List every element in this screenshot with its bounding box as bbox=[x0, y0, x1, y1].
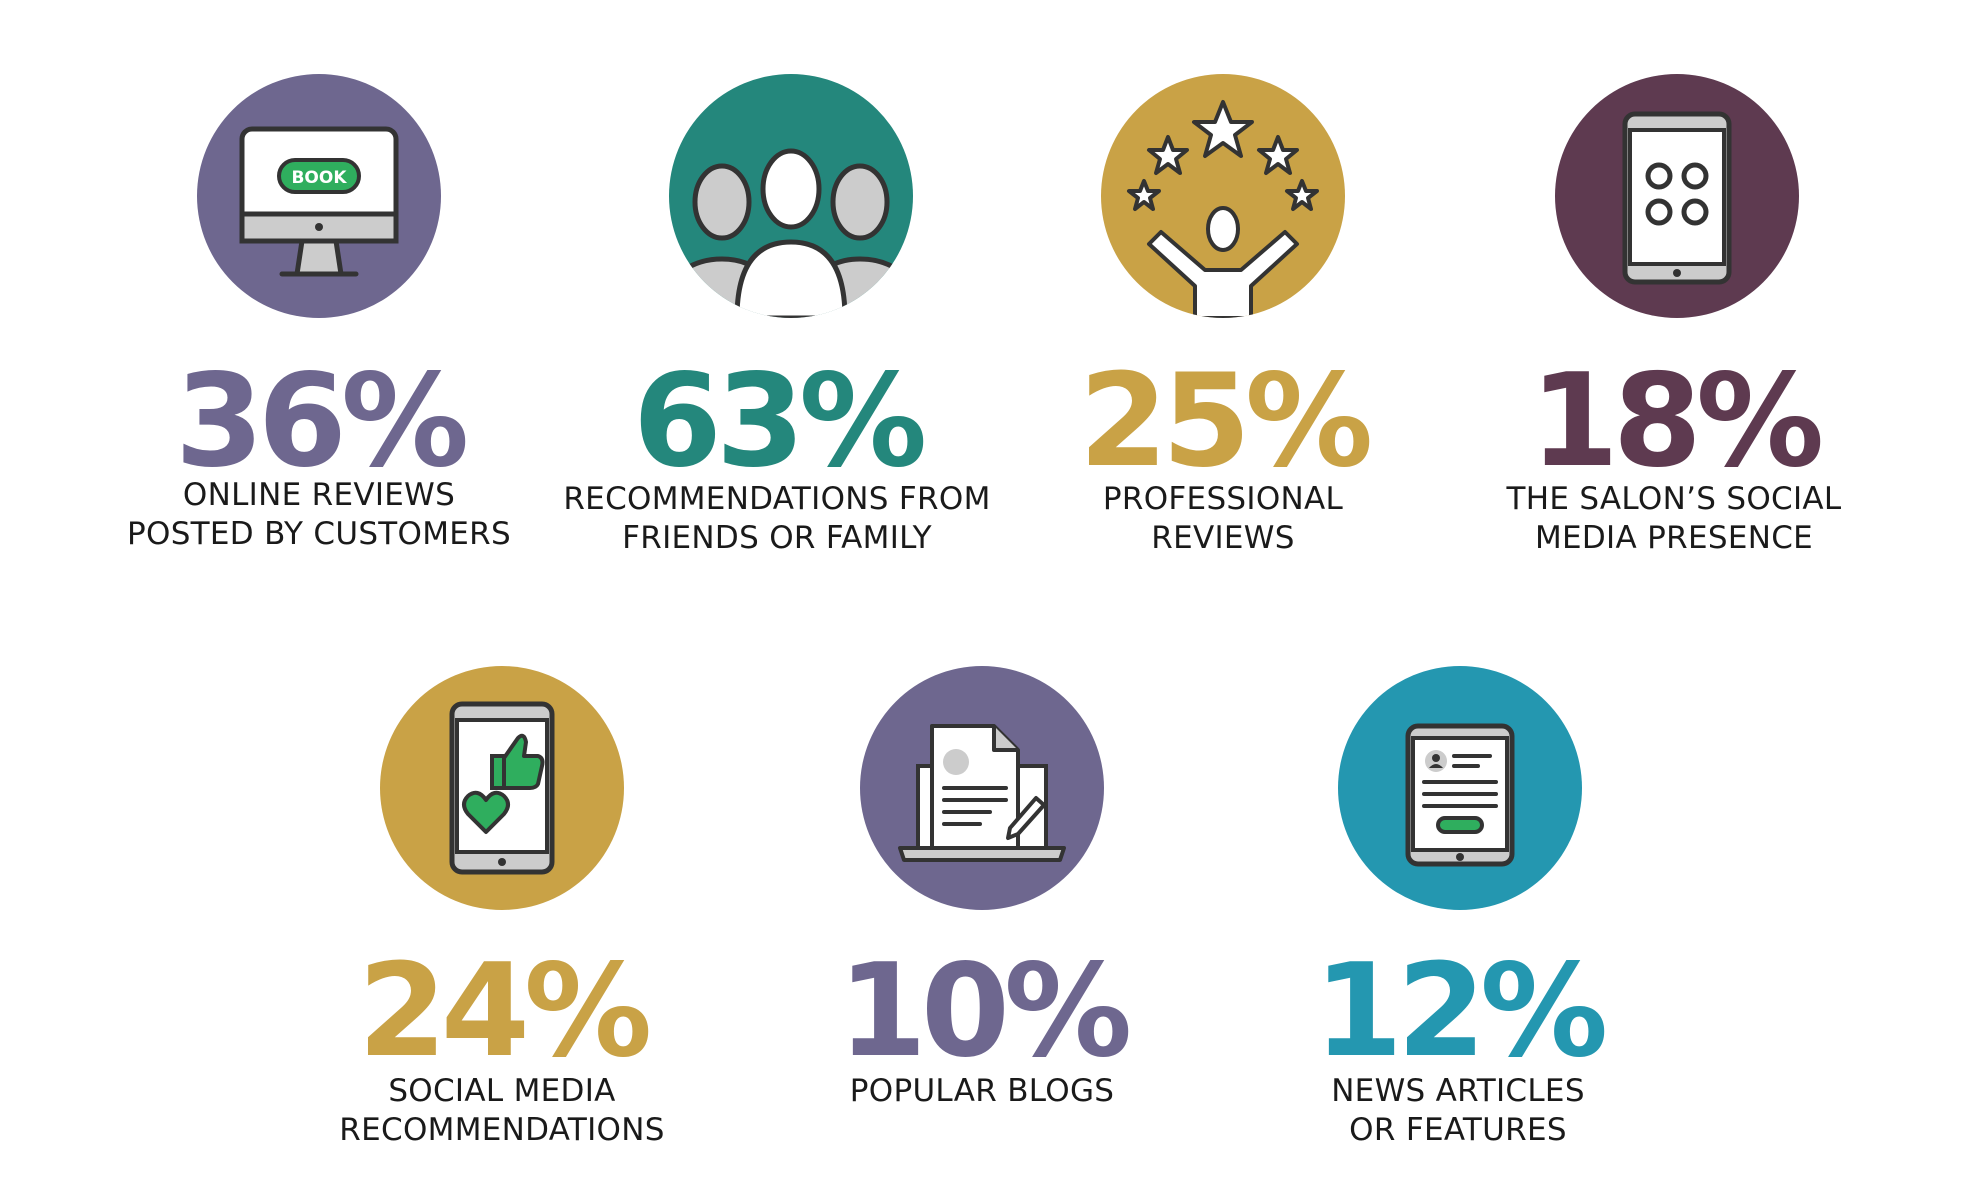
stat-label: SOCIAL MEDIA RECOMMENDATIONS bbox=[282, 1072, 722, 1150]
percent-value: 63% bbox=[632, 347, 927, 496]
label-line-1: NEWS ARTICLES bbox=[1331, 1073, 1585, 1109]
phone-apps-icon bbox=[1555, 74, 1799, 318]
label-line-2: OR FEATURES bbox=[1349, 1112, 1567, 1148]
label-line-1: RECOMMENDATIONS FROM bbox=[563, 481, 991, 517]
label-line-2: RECOMMENDATIONS bbox=[339, 1112, 665, 1148]
label-line-2: REVIEWS bbox=[1151, 520, 1295, 556]
percent-value: 36% bbox=[174, 347, 469, 496]
label-line-2: POSTED BY CUSTOMERS bbox=[127, 516, 511, 552]
stat-label: POPULAR BLOGS bbox=[762, 1072, 1202, 1111]
group-people-icon bbox=[669, 74, 913, 318]
person-stars-icon bbox=[1101, 74, 1345, 318]
percent-value: 12% bbox=[1313, 937, 1608, 1086]
tablet-article-icon bbox=[1338, 666, 1582, 910]
percent-value: 10% bbox=[837, 937, 1132, 1086]
desktop-book-icon: BOOK bbox=[197, 74, 441, 318]
percent-value: 25% bbox=[1078, 347, 1373, 496]
percent-value: 24% bbox=[357, 937, 652, 1086]
phone-like-heart-icon bbox=[380, 666, 624, 910]
label-line-2: FRIENDS OR FAMILY bbox=[622, 520, 932, 556]
laptop-document-icon bbox=[860, 666, 1104, 910]
percent-value: 18% bbox=[1529, 347, 1824, 496]
label-line-1: POPULAR BLOGS bbox=[849, 1073, 1115, 1109]
stat-label: PROFESSIONAL REVIEWS bbox=[1003, 480, 1443, 558]
stat-label: RECOMMENDATIONS FROM FRIENDS OR FAMILY bbox=[557, 480, 997, 558]
stat-label: ONLINE REVIEWS POSTED BY CUSTOMERS bbox=[99, 476, 539, 554]
stat-label: NEWS ARTICLES OR FEATURES bbox=[1238, 1072, 1678, 1150]
label-line-1: ONLINE REVIEWS bbox=[182, 477, 456, 513]
label-line-1: SOCIAL MEDIA bbox=[388, 1073, 616, 1109]
book-button-text: BOOK bbox=[291, 168, 347, 188]
label-line-1: PROFESSIONAL bbox=[1102, 481, 1344, 517]
label-line-1: THE SALON’S SOCIAL bbox=[1506, 481, 1842, 517]
stat-label: THE SALON’S SOCIAL MEDIA PRESENCE bbox=[1454, 480, 1894, 558]
label-line-2: MEDIA PRESENCE bbox=[1534, 520, 1814, 556]
